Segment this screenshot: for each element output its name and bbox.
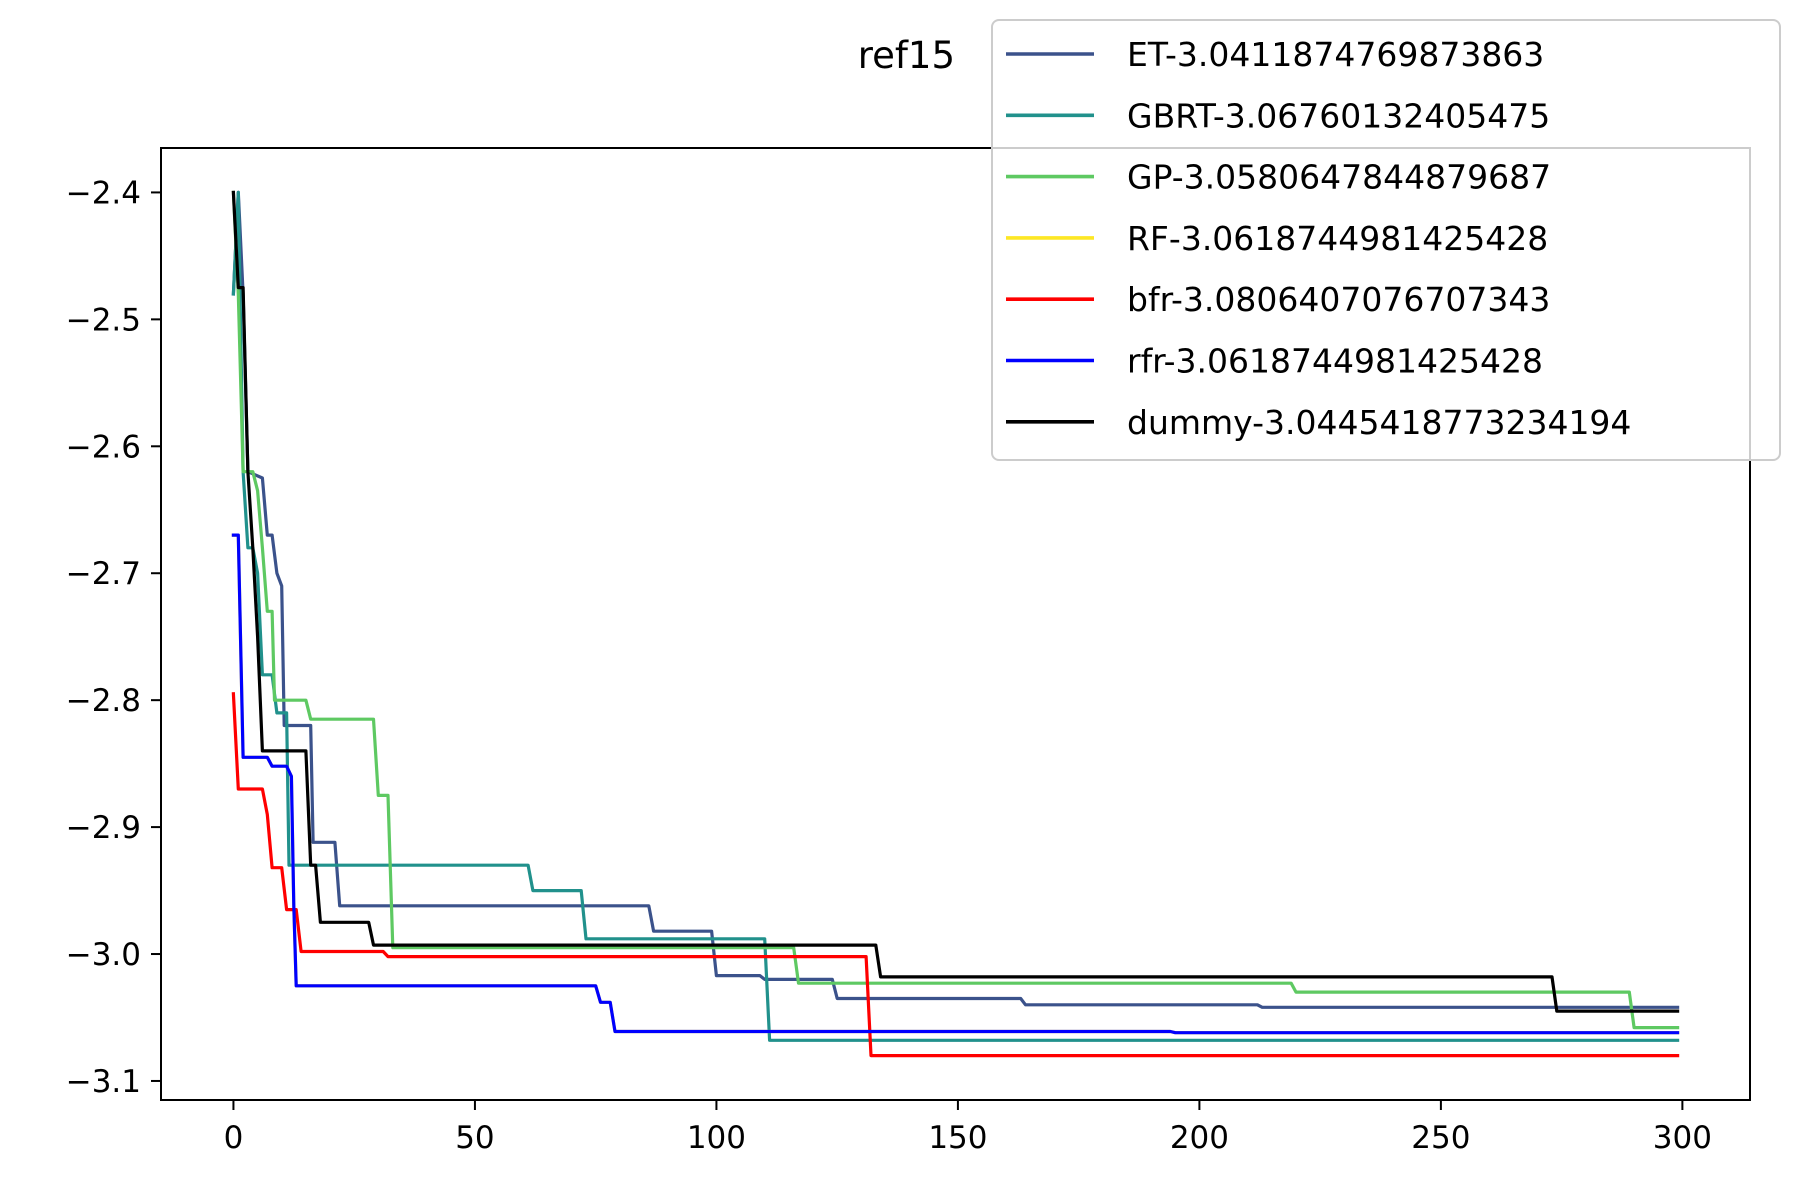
x-tick-label-2: 100: [687, 1120, 746, 1156]
legend-label-1: GBRT-3.06760132405475: [1127, 96, 1550, 135]
legend-entry-5: rfr-3.0618744981425428: [1006, 342, 1543, 381]
x-tick-label-3: 150: [928, 1120, 987, 1156]
y-tick-label-7: −3.1: [66, 1064, 141, 1100]
legend-entry-4: bfr-3.0806407076707343: [1006, 280, 1550, 319]
plot-frame: [160, 147, 1751, 1101]
legend-label-3: RF-3.0618744981425428: [1127, 219, 1548, 258]
legend: ET-3.0411874769873863 GBRT-3.067601324054…: [991, 19, 1781, 461]
series-line-1: [231, 190, 1680, 1042]
series-line-4: [231, 692, 1680, 1058]
chart-title: ref15: [858, 34, 955, 77]
x-axis: 0 50 100 150 200 250 300: [224, 1100, 1712, 1156]
x-tick-label-0: 0: [224, 1120, 244, 1156]
legend-entries: ET-3.0411874769873863 GBRT-3.067601324054…: [1006, 35, 1631, 442]
legend-label-4: bfr-3.0806407076707343: [1127, 280, 1550, 319]
legend-frame: [991, 19, 1781, 461]
legend-entry-3: RF-3.0618744981425428: [1006, 219, 1548, 258]
y-tick-label-0: −2.4: [66, 175, 141, 211]
legend-label-2: GP-3.0580647844879687: [1127, 158, 1551, 197]
legend-entry-1: GBRT-3.06760132405475: [1006, 96, 1550, 135]
x-tick-label-4: 200: [1170, 1120, 1229, 1156]
y-tick-label-5: −2.9: [66, 810, 141, 846]
legend-label-0: ET-3.0411874769873863: [1127, 35, 1544, 74]
y-tick-label-6: −3.0: [66, 937, 141, 973]
x-tick-label-5: 250: [1411, 1120, 1470, 1156]
legend-entry-6: dummy-3.0445418773234194: [1006, 403, 1631, 442]
y-axis: −2.4 −2.5 −2.6 −2.7 −2.8 −2.9 −3.0 −3.1: [66, 175, 161, 1100]
x-tick-label-6: 300: [1653, 1120, 1712, 1156]
series-line-0: [231, 190, 1680, 1009]
series-line-2: [231, 190, 1680, 1030]
y-tick-label-3: −2.7: [66, 556, 141, 592]
legend-entry-2: GP-3.0580647844879687: [1006, 158, 1551, 197]
y-tick-label-2: −2.6: [66, 429, 141, 465]
legend-label-6: dummy-3.0445418773234194: [1127, 403, 1631, 442]
y-tick-label-4: −2.8: [66, 683, 141, 719]
x-tick-label-1: 50: [455, 1120, 494, 1156]
series-line-6: [231, 190, 1680, 1013]
series-layer: [231, 190, 1680, 1058]
legend-entry-0: ET-3.0411874769873863: [1006, 35, 1544, 74]
y-tick-label-1: −2.5: [66, 302, 141, 338]
legend-label-5: rfr-3.0618744981425428: [1127, 342, 1543, 381]
series-line-5: [231, 533, 1680, 1035]
